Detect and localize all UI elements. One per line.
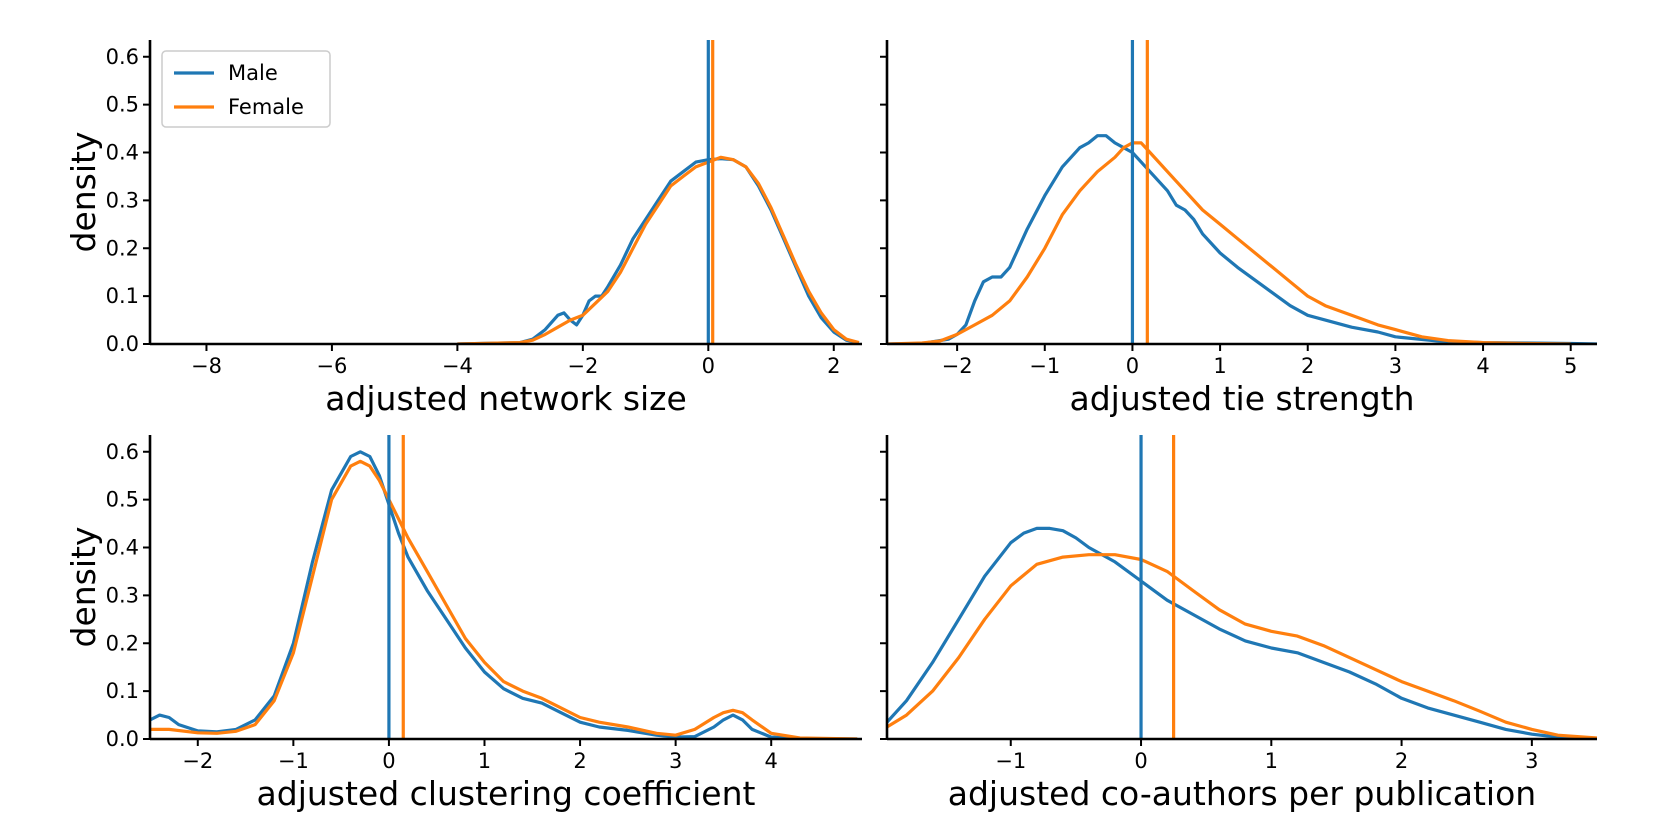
y-tick-label: 0.6 [106, 440, 139, 464]
x-tick-label: 1 [1265, 749, 1278, 773]
x-tick-label: 0 [1134, 749, 1147, 773]
x-tick-label: 2 [1395, 749, 1408, 773]
density-line-male [150, 450, 858, 739]
density-line-female [457, 155, 860, 344]
legend-label-female: Female [228, 95, 304, 119]
x-tick-label: 0 [702, 354, 715, 378]
x-tick-label: −2 [182, 749, 213, 773]
panel-1: −8 −6 −4 −2 0 2 0.0 0.1 0.2 0.3 0.4 0.5 0.6 adjusted … [64, 40, 862, 418]
density-line-female [887, 141, 1571, 344]
x-tick-label: 1 [478, 749, 491, 773]
x-axis-label: adjusted clustering coefficient [257, 774, 756, 813]
x-tick-label: 3 [1389, 354, 1402, 378]
panel-2: −2 −1 0 1 2 3 4 5 adjusted tie strength [880, 40, 1597, 418]
x-tick-label: 3 [1525, 749, 1538, 773]
density-line-male [887, 526, 1597, 739]
x-tick-label: 2 [573, 749, 586, 773]
density-line-male [887, 134, 1597, 344]
legend: Male Female [161, 50, 331, 128]
y-tick-label: 0.1 [106, 284, 139, 308]
y-tick-label: 0.6 [106, 45, 139, 69]
x-tick-label: −4 [442, 354, 473, 378]
y-tick-label: 0.2 [106, 631, 139, 655]
y-axis-label: density [64, 527, 103, 648]
x-tick-label: −2 [567, 354, 598, 378]
x-tick-label: 5 [1564, 354, 1577, 378]
x-tick-label: 3 [669, 749, 682, 773]
x-tick-label: −1 [278, 749, 309, 773]
density-line-female [887, 553, 1597, 739]
x-tick-label: −8 [191, 354, 222, 378]
x-tick-label: −2 [942, 354, 973, 378]
legend-label-male: Male [228, 61, 278, 85]
y-tick-label: 0.4 [106, 141, 139, 165]
y-tick-label: 0.4 [106, 536, 139, 560]
y-tick-label: 0.0 [106, 332, 139, 356]
y-tick-label: 0.5 [106, 488, 139, 512]
x-axis-label: adjusted co-authors per publication [948, 774, 1536, 813]
x-axis-label: adjusted network size [325, 379, 687, 418]
x-tick-label: −1 [995, 749, 1026, 773]
y-tick-label: 0.3 [106, 583, 139, 607]
x-tick-label: −6 [316, 354, 347, 378]
x-tick-label: 4 [1476, 354, 1489, 378]
x-tick-label: 2 [827, 354, 840, 378]
x-axis-label: adjusted tie strength [1069, 379, 1414, 418]
density-line-female [150, 459, 858, 739]
x-tick-label: 0 [382, 749, 395, 773]
x-tick-label: 4 [765, 749, 778, 773]
y-tick-label: 0.0 [106, 727, 139, 751]
x-tick-label: −1 [1029, 354, 1060, 378]
y-axis-label: density [64, 132, 103, 253]
y-tick-label: 0.1 [106, 679, 139, 703]
x-tick-label: 0 [1126, 354, 1139, 378]
x-tick-label: 2 [1301, 354, 1314, 378]
y-tick-label: 0.5 [106, 93, 139, 117]
y-tick-label: 0.2 [106, 236, 139, 260]
panel-3: −2 −1 0 1 2 3 4 0.0 0.1 0.2 0.3 0.4 0.5 0.6 adjusted c… [64, 435, 862, 813]
y-tick-label: 0.3 [106, 188, 139, 212]
x-tick-label: 1 [1213, 354, 1226, 378]
